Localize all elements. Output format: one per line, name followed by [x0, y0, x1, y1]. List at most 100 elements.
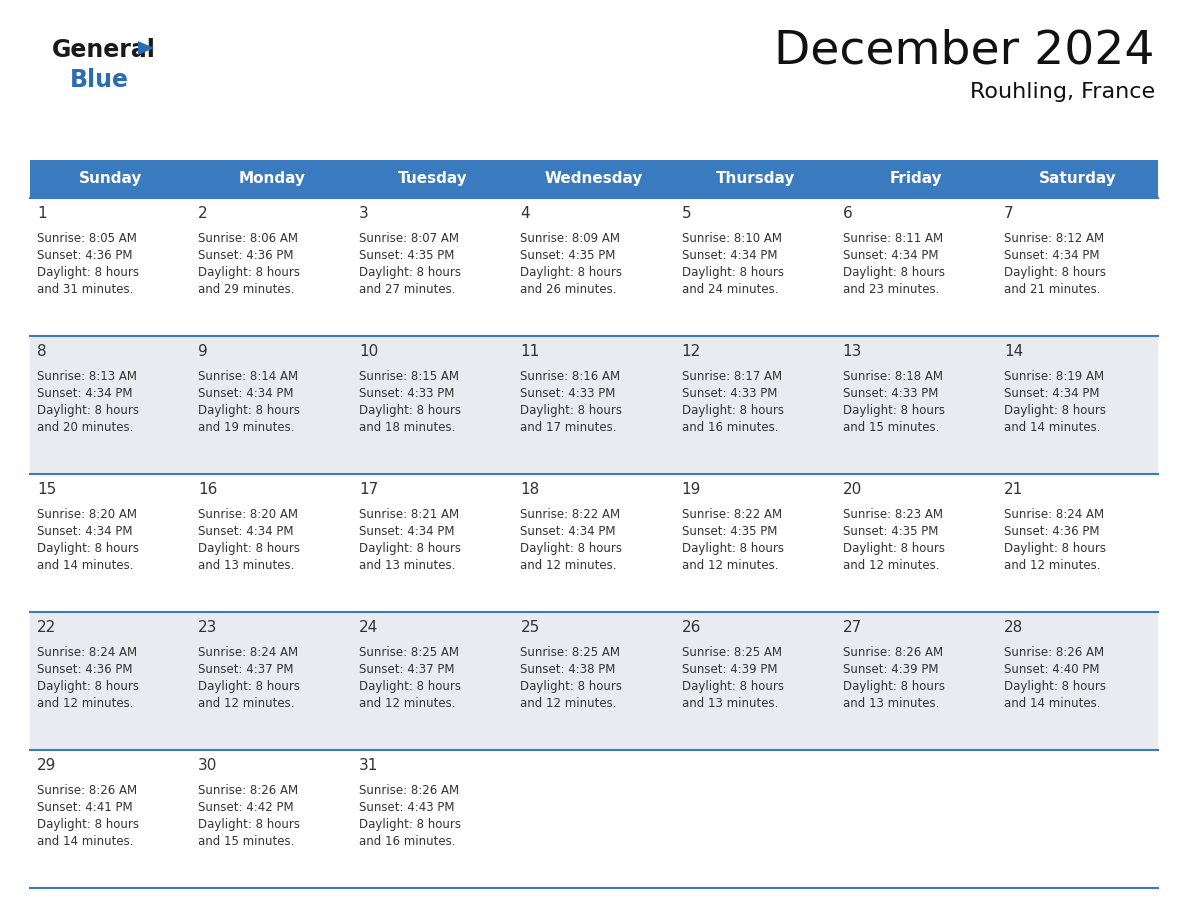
Text: Sunset: 4:36 PM: Sunset: 4:36 PM — [37, 663, 133, 676]
Text: Monday: Monday — [239, 172, 305, 186]
Text: and 12 minutes.: and 12 minutes. — [682, 559, 778, 572]
Text: Daylight: 8 hours: Daylight: 8 hours — [1004, 404, 1106, 417]
Bar — [353, 160, 513, 198]
Text: Daylight: 8 hours: Daylight: 8 hours — [1004, 680, 1106, 693]
Text: Sunrise: 8:11 AM: Sunrise: 8:11 AM — [842, 232, 943, 245]
Text: Sunset: 4:34 PM: Sunset: 4:34 PM — [198, 387, 293, 400]
Text: Sunset: 4:35 PM: Sunset: 4:35 PM — [842, 525, 939, 538]
Text: Sunset: 4:35 PM: Sunset: 4:35 PM — [359, 249, 455, 262]
Text: Sunset: 4:34 PM: Sunset: 4:34 PM — [198, 525, 293, 538]
Text: Sunset: 4:34 PM: Sunset: 4:34 PM — [1004, 387, 1099, 400]
Text: Sunrise: 8:23 AM: Sunrise: 8:23 AM — [842, 508, 943, 521]
Text: General: General — [52, 38, 156, 62]
Text: Daylight: 8 hours: Daylight: 8 hours — [842, 266, 944, 279]
Text: Sunrise: 8:05 AM: Sunrise: 8:05 AM — [37, 232, 137, 245]
Text: Sunrise: 8:22 AM: Sunrise: 8:22 AM — [520, 508, 620, 521]
Text: Sunrise: 8:21 AM: Sunrise: 8:21 AM — [359, 508, 460, 521]
Text: Sunrise: 8:26 AM: Sunrise: 8:26 AM — [37, 784, 137, 797]
Text: Daylight: 8 hours: Daylight: 8 hours — [520, 404, 623, 417]
Text: Daylight: 8 hours: Daylight: 8 hours — [520, 542, 623, 555]
Text: and 15 minutes.: and 15 minutes. — [842, 421, 939, 434]
Text: 3: 3 — [359, 206, 369, 221]
Text: and 19 minutes.: and 19 minutes. — [198, 421, 295, 434]
Text: Sunset: 4:34 PM: Sunset: 4:34 PM — [359, 525, 455, 538]
Text: Blue: Blue — [70, 68, 129, 92]
Text: Daylight: 8 hours: Daylight: 8 hours — [37, 404, 139, 417]
Text: Daylight: 8 hours: Daylight: 8 hours — [37, 680, 139, 693]
Text: Daylight: 8 hours: Daylight: 8 hours — [37, 542, 139, 555]
Bar — [30, 612, 1158, 750]
Text: Wednesday: Wednesday — [545, 172, 643, 186]
Text: Daylight: 8 hours: Daylight: 8 hours — [359, 266, 461, 279]
Text: Sunrise: 8:24 AM: Sunrise: 8:24 AM — [1004, 508, 1104, 521]
Text: and 16 minutes.: and 16 minutes. — [682, 421, 778, 434]
Text: and 13 minutes.: and 13 minutes. — [198, 559, 295, 572]
Text: Sunrise: 8:25 AM: Sunrise: 8:25 AM — [682, 646, 782, 659]
Text: and 20 minutes.: and 20 minutes. — [37, 421, 133, 434]
Bar — [513, 160, 675, 198]
Text: Daylight: 8 hours: Daylight: 8 hours — [198, 542, 301, 555]
Text: Sunset: 4:34 PM: Sunset: 4:34 PM — [682, 249, 777, 262]
Text: and 29 minutes.: and 29 minutes. — [198, 283, 295, 296]
Text: Daylight: 8 hours: Daylight: 8 hours — [682, 680, 784, 693]
Bar — [30, 336, 1158, 474]
Text: Sunset: 4:37 PM: Sunset: 4:37 PM — [198, 663, 293, 676]
Text: Sunrise: 8:06 AM: Sunrise: 8:06 AM — [198, 232, 298, 245]
Text: 22: 22 — [37, 620, 56, 635]
Text: Sunrise: 8:12 AM: Sunrise: 8:12 AM — [1004, 232, 1104, 245]
Text: 21: 21 — [1004, 482, 1023, 497]
Text: Sunrise: 8:22 AM: Sunrise: 8:22 AM — [682, 508, 782, 521]
Text: Sunday: Sunday — [78, 172, 143, 186]
Text: Sunset: 4:38 PM: Sunset: 4:38 PM — [520, 663, 615, 676]
Text: and 12 minutes.: and 12 minutes. — [520, 559, 617, 572]
Text: 10: 10 — [359, 344, 379, 359]
Text: and 12 minutes.: and 12 minutes. — [1004, 559, 1100, 572]
Text: Friday: Friday — [890, 172, 942, 186]
Text: and 12 minutes.: and 12 minutes. — [520, 697, 617, 710]
Text: 27: 27 — [842, 620, 862, 635]
Text: Sunrise: 8:16 AM: Sunrise: 8:16 AM — [520, 370, 620, 383]
Text: Sunset: 4:33 PM: Sunset: 4:33 PM — [359, 387, 455, 400]
Text: Saturday: Saturday — [1038, 172, 1117, 186]
Text: 16: 16 — [198, 482, 217, 497]
Text: 26: 26 — [682, 620, 701, 635]
Text: and 23 minutes.: and 23 minutes. — [842, 283, 939, 296]
Text: Sunrise: 8:14 AM: Sunrise: 8:14 AM — [198, 370, 298, 383]
Text: 7: 7 — [1004, 206, 1013, 221]
Bar — [30, 160, 191, 198]
Text: Daylight: 8 hours: Daylight: 8 hours — [198, 818, 301, 831]
Text: Sunrise: 8:25 AM: Sunrise: 8:25 AM — [520, 646, 620, 659]
Text: Sunrise: 8:09 AM: Sunrise: 8:09 AM — [520, 232, 620, 245]
Text: Daylight: 8 hours: Daylight: 8 hours — [682, 404, 784, 417]
Text: Sunset: 4:34 PM: Sunset: 4:34 PM — [37, 387, 133, 400]
Text: and 12 minutes.: and 12 minutes. — [37, 697, 133, 710]
Text: and 14 minutes.: and 14 minutes. — [1004, 697, 1100, 710]
Text: Sunset: 4:40 PM: Sunset: 4:40 PM — [1004, 663, 1099, 676]
Bar — [997, 160, 1158, 198]
Text: and 13 minutes.: and 13 minutes. — [842, 697, 939, 710]
Text: and 12 minutes.: and 12 minutes. — [842, 559, 940, 572]
Text: Sunset: 4:36 PM: Sunset: 4:36 PM — [37, 249, 133, 262]
Text: Daylight: 8 hours: Daylight: 8 hours — [37, 266, 139, 279]
Text: Sunrise: 8:19 AM: Sunrise: 8:19 AM — [1004, 370, 1104, 383]
Text: Sunrise: 8:17 AM: Sunrise: 8:17 AM — [682, 370, 782, 383]
Bar — [30, 474, 1158, 612]
Bar — [675, 160, 835, 198]
Text: 12: 12 — [682, 344, 701, 359]
Text: 5: 5 — [682, 206, 691, 221]
Text: Sunset: 4:34 PM: Sunset: 4:34 PM — [842, 249, 939, 262]
Text: 4: 4 — [520, 206, 530, 221]
Text: 31: 31 — [359, 758, 379, 773]
Text: and 21 minutes.: and 21 minutes. — [1004, 283, 1100, 296]
Text: 17: 17 — [359, 482, 379, 497]
Text: and 31 minutes.: and 31 minutes. — [37, 283, 133, 296]
Text: Sunset: 4:42 PM: Sunset: 4:42 PM — [198, 801, 293, 814]
Text: Daylight: 8 hours: Daylight: 8 hours — [359, 542, 461, 555]
Text: Sunset: 4:34 PM: Sunset: 4:34 PM — [1004, 249, 1099, 262]
Text: Sunset: 4:36 PM: Sunset: 4:36 PM — [198, 249, 293, 262]
Text: Sunrise: 8:25 AM: Sunrise: 8:25 AM — [359, 646, 460, 659]
Text: Sunrise: 8:20 AM: Sunrise: 8:20 AM — [37, 508, 137, 521]
Text: Sunset: 4:33 PM: Sunset: 4:33 PM — [842, 387, 939, 400]
Text: Daylight: 8 hours: Daylight: 8 hours — [37, 818, 139, 831]
Text: Sunrise: 8:26 AM: Sunrise: 8:26 AM — [198, 784, 298, 797]
